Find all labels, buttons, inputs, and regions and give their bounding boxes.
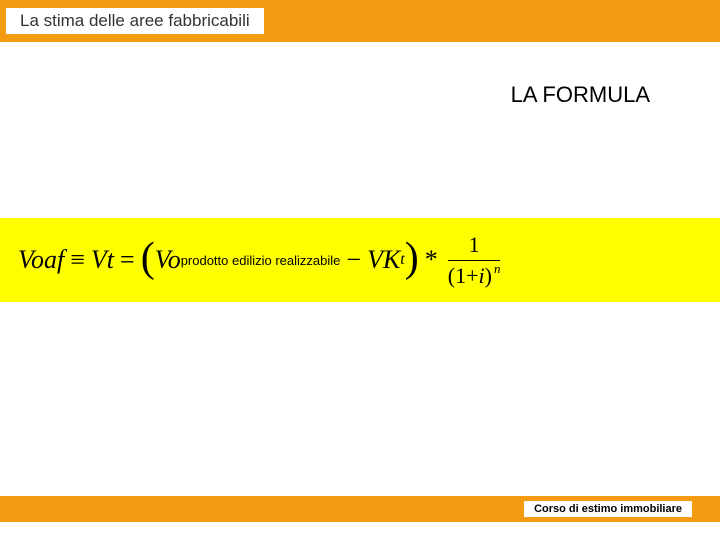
formula-exp: n [494,261,501,277]
formula: Voaf ≡ Vt = ( Vo prodotto edilizio reali… [18,232,500,289]
header-band: La stima delle aree fabbricabili [0,0,720,42]
formula-band: Voaf ≡ Vt = ( Vo prodotto edilizio reali… [0,218,720,302]
formula-frac-line [448,260,501,261]
formula-times: * [425,245,438,275]
formula-frac-den: (1+ i ) n [448,263,501,289]
formula-equals: = [120,245,135,275]
header-title: La stima delle aree fabbricabili [6,8,264,34]
formula-den-open: (1+ [448,263,479,289]
formula-vt: Vt [91,245,114,275]
formula-fraction: 1 (1+ i ) n [448,232,501,289]
formula-voaf: Voaf [18,245,64,275]
section-title: LA FORMULA [511,82,650,108]
formula-frac-num: 1 [467,232,482,258]
footer-band: Corso di estimo immobiliare [0,496,720,522]
formula-paren-open: ( [141,237,155,279]
formula-vo: Vo [155,245,181,275]
formula-equiv: ≡ [70,245,85,275]
formula-den-close: ) [485,263,492,289]
formula-vo-sub: prodotto edilizio realizzabile [181,253,341,268]
footer-title: Corso di estimo immobiliare [524,501,692,517]
formula-minus: − [346,245,361,275]
formula-vk: VK [367,245,400,275]
formula-paren-close: ) [405,237,419,279]
